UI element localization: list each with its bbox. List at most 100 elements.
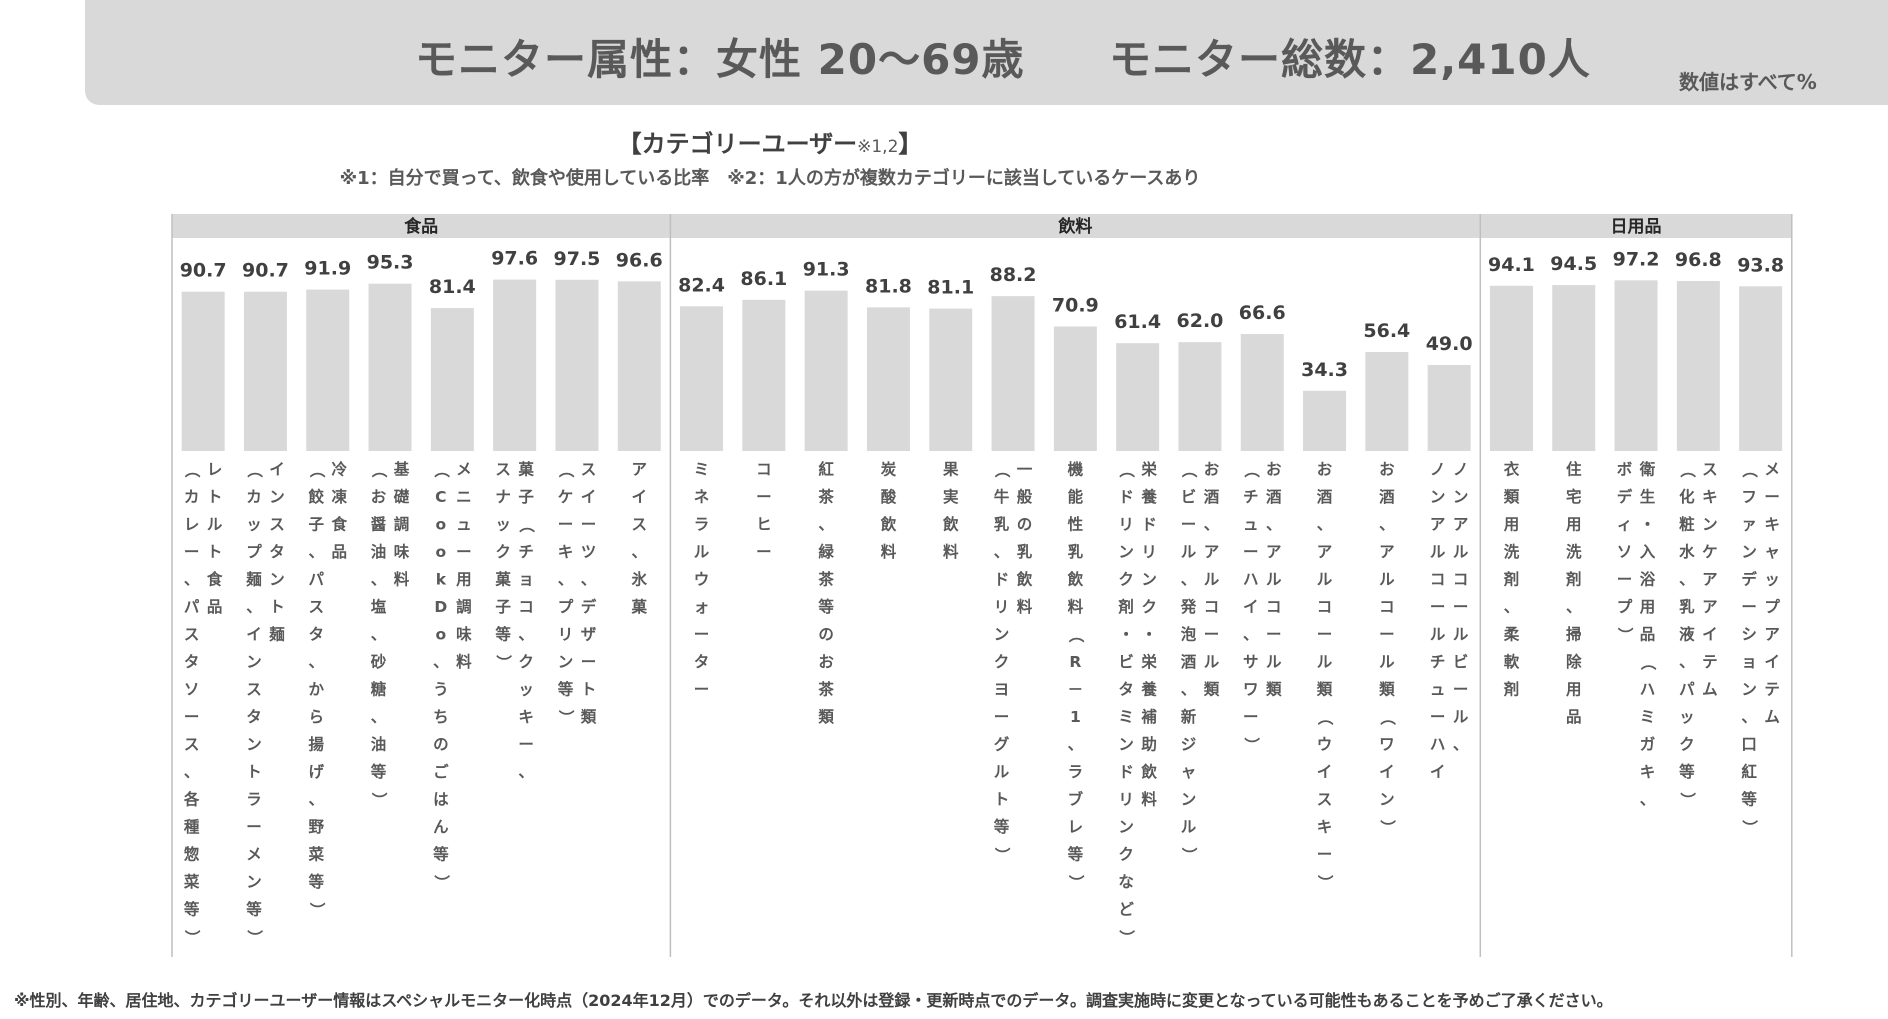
category-label-char: ル	[1430, 543, 1446, 561]
category-label-char: 乳	[1017, 542, 1033, 561]
category-label-char: ン	[246, 653, 262, 671]
category-label-char: 料	[394, 570, 410, 589]
category-label-char: （	[1067, 627, 1085, 643]
category-label-char: パ	[1679, 681, 1695, 699]
bar	[1303, 390, 1347, 451]
category-label-char: ー	[994, 708, 1010, 726]
category-label-char: ー	[518, 736, 534, 754]
category-label-char: ム	[1764, 708, 1780, 726]
category-label-char: テ	[1702, 653, 1718, 671]
category-label-char: イ	[1317, 763, 1333, 781]
category-label-char: 、	[518, 763, 534, 781]
category-label-char: 紅	[818, 460, 834, 479]
category-label-char: 調	[394, 515, 410, 534]
category-label-char: ン	[1118, 736, 1134, 754]
category-label-char: 、	[1679, 653, 1695, 671]
bar	[680, 306, 724, 451]
category-label-char: 宅	[1566, 487, 1582, 506]
category-label-char: ン	[269, 488, 285, 506]
category-label-char: ・	[1118, 626, 1134, 644]
category-label-char: ク	[518, 653, 534, 671]
category-label-char: タ	[184, 653, 200, 671]
category-label-char: キ	[1764, 516, 1780, 534]
category-label-char: ケ	[1702, 543, 1718, 561]
category-label-char: 洗	[1504, 542, 1520, 561]
category-label-char: （	[370, 462, 388, 478]
category-label-char: 用	[1566, 681, 1582, 699]
category-label-char: 生	[1640, 487, 1656, 506]
data-label: 96.8	[1675, 249, 1722, 271]
category-label-char: 掃	[1566, 626, 1582, 644]
category-label-char: 飲	[1067, 570, 1084, 589]
chart-title-sup: ※1,2	[857, 137, 899, 157]
category-label-char: チ	[1243, 488, 1259, 506]
category-label-char: 類	[1203, 681, 1220, 699]
category-label-char: ー	[694, 681, 710, 699]
category-label-char: テ	[1764, 681, 1780, 699]
category-label-char: 、	[308, 791, 324, 809]
data-label: 49.0	[1426, 333, 1473, 355]
category-label-char: ツ	[581, 543, 597, 561]
category-label-char: 性	[1068, 515, 1084, 534]
category-label-char: 飲	[880, 515, 897, 534]
category-label-char: メ	[456, 461, 472, 479]
category-label-char: 除	[1566, 652, 1582, 671]
category-label-char: R	[1069, 653, 1081, 671]
category-label-char: ビ	[1181, 488, 1197, 506]
category-label-char: （	[1180, 462, 1198, 478]
category-label-char: （	[183, 462, 201, 478]
category-label-char: ノ	[1453, 461, 1469, 479]
category-label-char: チ	[1430, 653, 1446, 671]
bar	[1053, 326, 1097, 451]
chart-title-close: 】	[898, 130, 923, 158]
category-label-char: は	[433, 791, 449, 809]
category-label-char: イ	[631, 488, 647, 506]
category-label-char: 乳	[1679, 597, 1695, 616]
bar	[742, 299, 786, 451]
category-label-char: 、	[184, 763, 200, 781]
category-label-char: 、	[1243, 626, 1259, 644]
category-label-char: リ	[1141, 543, 1157, 561]
category-label-char: ・	[1141, 626, 1157, 644]
category-label-char: ン	[1141, 571, 1157, 589]
category-label-char: 養	[1140, 680, 1157, 699]
category-label-char: 料	[1017, 597, 1033, 616]
category-label-char: 、	[1741, 708, 1757, 726]
category-label-char: 麺	[268, 626, 285, 644]
category-label-char: 凍	[331, 487, 347, 506]
category-label-char: 味	[394, 542, 410, 561]
category-label-char: 等	[1740, 790, 1757, 809]
category-label-char: 、	[558, 571, 574, 589]
category-label-char: 冷	[331, 460, 347, 479]
category-label-char: ン	[1741, 681, 1757, 699]
category-label-char: 粧	[1679, 515, 1695, 534]
category-label-char: 、	[1504, 598, 1520, 616]
category-label-char: 惣	[184, 845, 200, 864]
category-label-char: ン	[1181, 791, 1197, 809]
data-label: 96.6	[616, 249, 663, 271]
category-label-char: ）	[1316, 875, 1334, 891]
category-label-char: ど	[1118, 901, 1134, 919]
category-label-char: 、	[994, 543, 1010, 561]
bar	[1178, 342, 1222, 451]
category-label-char: ル	[1181, 818, 1197, 836]
data-label: 86.1	[740, 268, 787, 290]
category-label-char: 乳	[1068, 542, 1084, 561]
category-label-char: 類	[1378, 681, 1395, 699]
category-label-char: ー	[1181, 516, 1197, 534]
category-label-char: う	[433, 681, 449, 699]
chart-note: ※1：自分で買って、飲食や使用している比率 ※2：1人の方が複数カテゴリーに該当…	[339, 168, 1201, 189]
data-label: 88.2	[990, 264, 1037, 286]
category-label-char: （	[1378, 710, 1396, 726]
category-label-char: 衛	[1639, 460, 1656, 479]
category-label-char: 飲	[1140, 762, 1157, 781]
category-label-char: ク	[495, 543, 511, 561]
category-label-char: 果	[943, 461, 959, 479]
category-label-char: ト	[994, 791, 1010, 809]
category-label-char: タ	[694, 653, 710, 671]
category-label-char: D	[434, 598, 447, 616]
category-label-char: ル	[1317, 653, 1333, 671]
data-label: 90.7	[180, 260, 227, 282]
data-label: 66.6	[1239, 302, 1286, 324]
category-label-char: 、	[184, 571, 200, 589]
